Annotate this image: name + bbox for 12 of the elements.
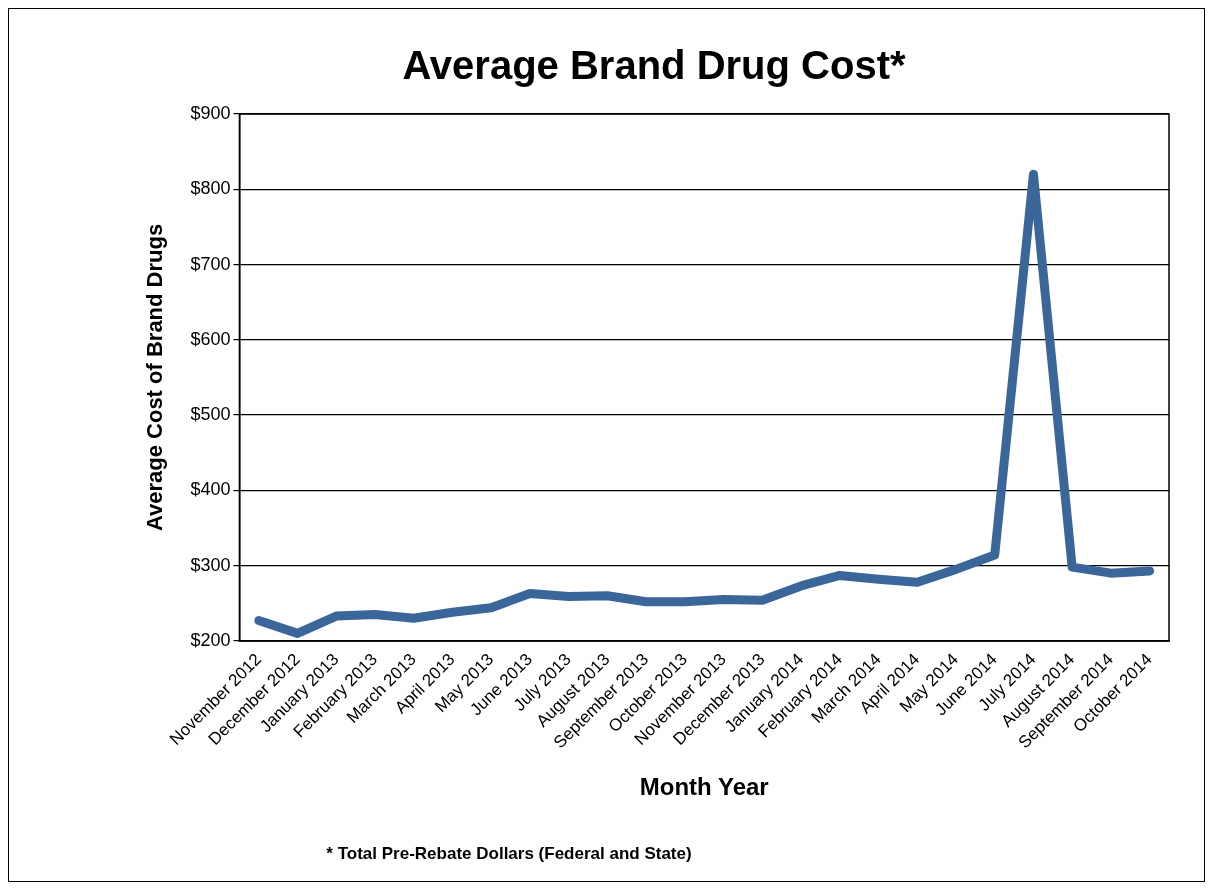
y-axis-title: Average Cost of Brand Drugs (142, 223, 168, 532)
y-tick-label: $300 (190, 554, 231, 575)
y-tick-label: $700 (190, 253, 231, 274)
chart-title: Average Brand Drug Cost* (402, 43, 906, 88)
y-tick-label: $900 (190, 102, 231, 123)
x-axis-title: Month Year (639, 773, 769, 801)
y-tick-label: $500 (190, 404, 231, 425)
y-tick-label: $200 (190, 629, 231, 650)
y-tick-label: $800 (190, 178, 231, 199)
y-tick-label: $600 (190, 328, 231, 349)
text: * Total Pre-Rebate Dollars (Federal and State) (326, 844, 692, 863)
y-tick-label: $400 (190, 479, 231, 500)
